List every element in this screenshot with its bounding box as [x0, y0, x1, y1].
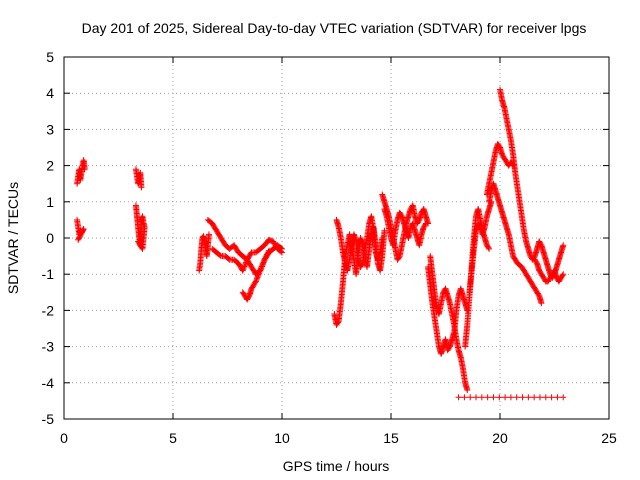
grid-lines [64, 57, 609, 419]
data-point [260, 259, 267, 266]
y-tick-label: 4 [46, 85, 54, 101]
x-axis-label: GPS time / hours [283, 458, 390, 474]
data-point [241, 262, 248, 269]
data-points [74, 86, 567, 401]
data-point [257, 267, 264, 274]
data-point [255, 273, 262, 280]
data-point [422, 220, 429, 227]
data-point [225, 255, 232, 262]
data-point [379, 235, 386, 241]
data-point [265, 248, 272, 255]
data-point [461, 394, 468, 401]
data-point [490, 394, 497, 401]
data-point [253, 277, 260, 284]
data-point [279, 249, 285, 256]
data-point [258, 263, 265, 270]
data-point [496, 394, 503, 401]
data-point [464, 387, 471, 394]
data-point [252, 279, 259, 286]
y-tick-label: -3 [42, 339, 55, 355]
data-point [75, 235, 82, 242]
data-point [243, 259, 250, 266]
y-tick-label: -4 [42, 375, 55, 391]
data-point [531, 394, 538, 401]
data-point [513, 394, 520, 401]
data-point [486, 245, 493, 252]
data-point [265, 247, 272, 254]
data-point [485, 244, 492, 251]
data-point [253, 275, 260, 282]
data-point [560, 394, 567, 401]
data-point [507, 394, 514, 401]
x-tick-label: 10 [274, 430, 290, 446]
data-point [264, 251, 271, 258]
data-point [264, 250, 271, 257]
y-tick-label: -2 [42, 302, 55, 318]
x-tick-label: 5 [169, 430, 177, 446]
data-point [75, 236, 82, 243]
data-point [261, 258, 268, 265]
chart-title: Day 201 of 2025, Sidereal Day-to-day VTE… [82, 20, 587, 36]
data-point [502, 394, 509, 401]
y-tick-label: 1 [46, 194, 54, 210]
x-tick-label: 25 [601, 430, 617, 446]
data-point [205, 231, 212, 238]
x-tick-label: 15 [383, 430, 399, 446]
data-point [81, 166, 88, 173]
data-point [257, 266, 264, 273]
data-point [240, 266, 247, 273]
data-point [259, 260, 266, 267]
data-point [135, 238, 142, 245]
data-point [216, 252, 223, 259]
data-point [358, 261, 365, 268]
data-point [135, 239, 142, 246]
data-point [252, 278, 259, 285]
data-point [478, 394, 485, 401]
data-point [239, 267, 246, 274]
data-point [334, 319, 341, 326]
data-point [261, 256, 268, 263]
y-tick-label: 3 [46, 121, 54, 137]
data-point [519, 394, 526, 401]
data-point [525, 394, 532, 401]
data-point [259, 262, 266, 269]
data-point [395, 254, 402, 261]
data-point [241, 263, 248, 270]
y-axis-label: SDTVAR / TECUs [5, 182, 21, 294]
data-point [242, 260, 249, 267]
data-point [258, 264, 265, 271]
data-point [473, 394, 480, 401]
data-point [467, 394, 474, 401]
data-point [548, 394, 555, 401]
data-point [256, 270, 263, 277]
data-point [554, 394, 561, 401]
y-tick-label: 0 [46, 230, 54, 246]
data-point [536, 394, 543, 401]
data-point [255, 271, 262, 278]
data-point [254, 274, 261, 281]
data-point [484, 394, 491, 401]
y-tick-label: -1 [42, 266, 55, 282]
y-tick-label: 5 [46, 49, 54, 65]
data-point [256, 268, 263, 275]
data-point [262, 254, 269, 261]
data-point [263, 252, 270, 259]
x-tick-label: 0 [60, 430, 68, 446]
data-point [455, 394, 462, 401]
y-tick-label: 2 [46, 158, 54, 174]
data-point [381, 227, 388, 234]
y-tick-label: -5 [42, 411, 55, 427]
data-point [422, 221, 429, 228]
data-point [542, 394, 549, 401]
data-point [240, 264, 247, 271]
x-tick-label: 20 [492, 430, 508, 446]
data-point [277, 248, 284, 255]
data-point [243, 258, 250, 265]
data-point [262, 255, 269, 262]
data-point [138, 184, 145, 191]
